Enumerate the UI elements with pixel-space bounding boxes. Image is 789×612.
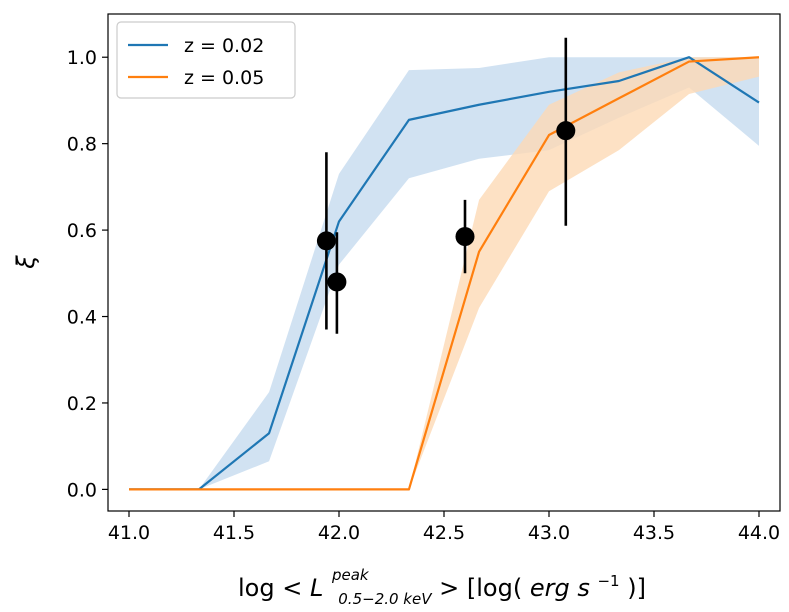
- data-points: [316, 37, 576, 334]
- data-point: [556, 121, 576, 141]
- x-axis-label-units: erg s: [530, 574, 590, 602]
- y-tick-label: 0.2: [67, 393, 97, 415]
- legend: z = 0.02 z = 0.05: [116, 21, 296, 99]
- data-point: [327, 272, 347, 292]
- data-point: [316, 231, 336, 251]
- x-axis: 41.0 41.5 42.0 42.5 43.0 43.5 44.0: [108, 511, 780, 544]
- x-tick-label: 42.5: [423, 522, 465, 544]
- x-axis-label-suffix: > [log(: [439, 574, 522, 602]
- legend-box: [116, 21, 296, 99]
- y-axis-label: ξ: [12, 255, 40, 270]
- y-tick-label: 0.4: [67, 307, 97, 329]
- y-tick-label: 0.0: [67, 479, 97, 501]
- x-axis-label-close: )]: [627, 574, 646, 602]
- x-axis-label-prefix: log <: [238, 574, 302, 602]
- y-axis: 0.0 0.2 0.4 0.6 0.8 1.0: [67, 47, 108, 501]
- x-axis-label-subscript: 0.5−2.0 keV: [338, 590, 433, 608]
- series-lines: [129, 56, 760, 491]
- x-tick-label: 43.0: [528, 522, 570, 544]
- series-1-band: [129, 57, 759, 490]
- y-tick-label: 0.8: [67, 134, 97, 156]
- x-tick-label: 41.5: [213, 522, 255, 544]
- x-tick-label: 41.0: [108, 522, 150, 544]
- x-axis-label: log < L peak 0.5−2.0 keV > [log( erg s −…: [238, 558, 646, 610]
- x-axis-label-superscript: peak: [331, 566, 370, 584]
- x-tick-label: 44.0: [738, 522, 780, 544]
- x-tick-label: 42.0: [318, 522, 360, 544]
- y-tick-label: 0.6: [67, 220, 97, 242]
- y-tick-label: 1.0: [67, 47, 97, 69]
- legend-label-2: z = 0.05: [184, 67, 264, 89]
- x-tick-label: 43.5: [633, 522, 675, 544]
- series-2-line: [129, 56, 760, 491]
- confidence-bands: [129, 57, 759, 490]
- x-axis-label-units-exponent: −1: [597, 572, 619, 590]
- series-1-line: [129, 56, 760, 491]
- x-axis-label-symbol: L: [310, 574, 323, 602]
- data-point: [455, 227, 475, 247]
- legend-label-1: z = 0.02: [184, 35, 264, 57]
